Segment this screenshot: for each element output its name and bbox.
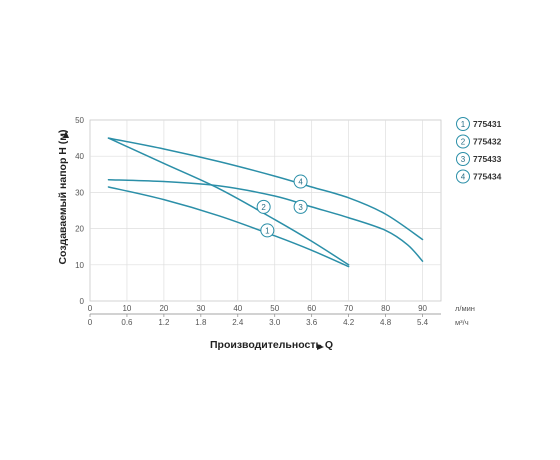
legend-badge-label-4: 4 bbox=[461, 173, 466, 182]
legend-badge-label-2: 2 bbox=[461, 138, 466, 147]
curve-badge-label-4: 4 bbox=[298, 178, 303, 187]
x-tick-label: 30 bbox=[196, 304, 205, 313]
legend-badge-label-3: 3 bbox=[461, 155, 466, 164]
x2-tick-label: 4.2 bbox=[343, 318, 355, 327]
x-tick-label: 60 bbox=[307, 304, 316, 313]
x-tick-label: 70 bbox=[344, 304, 353, 313]
curve-badge-label-3: 3 bbox=[298, 203, 303, 212]
y-tick-label: 30 bbox=[75, 188, 84, 197]
x-tick-label: 20 bbox=[159, 304, 168, 313]
x-tick-label: 10 bbox=[122, 304, 131, 313]
x-tick-label: 80 bbox=[381, 304, 390, 313]
x2-tick-label: 0.6 bbox=[121, 318, 133, 327]
legend-badge-label-1: 1 bbox=[461, 120, 466, 129]
legend-badge-4 bbox=[456, 169, 470, 184]
x2-tick-label: 2.4 bbox=[232, 318, 244, 327]
x2-tick-label: 3.0 bbox=[269, 318, 281, 327]
curve-badge-label-1: 1 bbox=[265, 226, 270, 235]
x2-tick-label: 1.8 bbox=[195, 318, 207, 327]
legend-badge-1 bbox=[456, 117, 470, 131]
y-tick-label: 0 bbox=[80, 297, 85, 306]
x2-tick-label: 5.4 bbox=[417, 318, 429, 327]
x-unit-label: л/мин bbox=[455, 304, 475, 313]
curve-badge-4 bbox=[293, 174, 308, 189]
legend-entry-2: 775432 bbox=[473, 137, 502, 147]
legend: 1 775431 2 775432 3 775433 4 775434 bbox=[456, 117, 502, 184]
x2-tick-label: 3.6 bbox=[306, 318, 318, 327]
x-axis-arrow-icon bbox=[317, 344, 324, 350]
x2-tick-label: 0 bbox=[88, 318, 93, 327]
x-tick-label: 0 bbox=[88, 304, 93, 313]
y-tick-label: 20 bbox=[75, 225, 84, 234]
x-tick-label: 90 bbox=[418, 304, 427, 313]
y-tick-label: 50 bbox=[75, 116, 84, 125]
x-axis-label: Производительность Q bbox=[210, 339, 333, 351]
curve-badge-2 bbox=[256, 199, 271, 214]
x2-unit-label: м³/ч bbox=[455, 318, 469, 327]
curve-badge-1 bbox=[260, 223, 275, 238]
series-line-1 bbox=[107, 186, 350, 268]
curve-badge-3 bbox=[293, 199, 308, 214]
y-axis-arrow-icon bbox=[63, 131, 69, 138]
x-tick-label: 50 bbox=[270, 304, 279, 313]
curve-badge-label-2: 2 bbox=[261, 203, 266, 212]
y-tick-label: 40 bbox=[75, 152, 84, 161]
y-axis-label: Создаваемый напор H (м) bbox=[57, 129, 69, 264]
legend-badge-2 bbox=[456, 134, 470, 149]
x2-tick-label: 4.8 bbox=[380, 318, 392, 327]
y-tick-label: 10 bbox=[75, 261, 84, 270]
series-line-2 bbox=[107, 137, 350, 266]
plot-frame bbox=[89, 119, 442, 302]
legend-entry-1: 775431 bbox=[473, 119, 502, 129]
x-tick-label: 40 bbox=[233, 304, 242, 313]
legend-entry-4: 775434 bbox=[473, 172, 502, 182]
x2-tick-label: 1.2 bbox=[158, 318, 170, 327]
legend-entry-3: 775433 bbox=[473, 154, 502, 164]
legend-badge-3 bbox=[456, 152, 470, 166]
axes-layer: 0102030405000100.6201.2301.8402.4503.060… bbox=[75, 116, 475, 327]
curve-labels-layer: 1 2 3 4 bbox=[256, 174, 308, 238]
series-line-3 bbox=[107, 178, 424, 262]
